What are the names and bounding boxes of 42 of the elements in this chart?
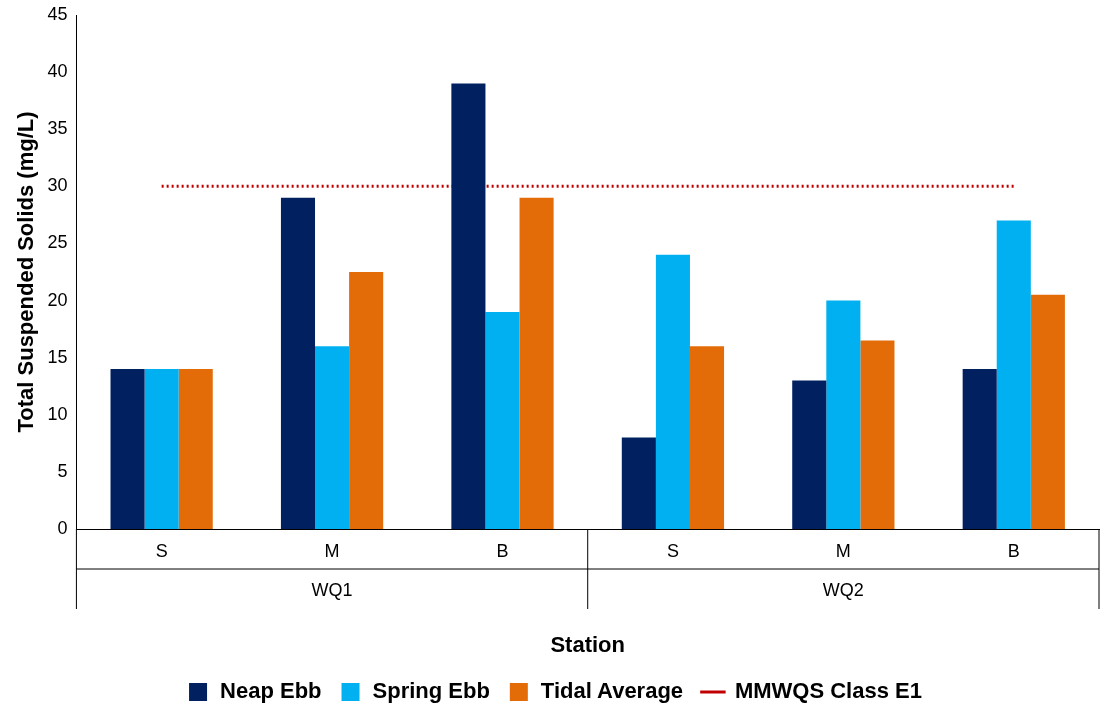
y-tick-label: 25 (47, 232, 68, 253)
bar (519, 197, 554, 529)
text: WQ2 (822, 579, 864, 600)
bar (621, 437, 656, 529)
bar (826, 300, 861, 529)
bar (655, 254, 690, 529)
x-tick-label: S (155, 540, 168, 561)
y-tick-label: 10 (47, 403, 68, 424)
bar (860, 340, 895, 529)
bar (962, 369, 997, 529)
bar (280, 197, 316, 529)
y-tick-label: 5 (57, 460, 68, 481)
bar (1030, 294, 1065, 529)
legend-label: Tidal Average (540, 678, 684, 704)
bar (315, 346, 350, 529)
bar (689, 346, 725, 529)
y-tick-label: 20 (47, 289, 68, 310)
legend-label: MMWQS Class E1 (734, 678, 922, 704)
x-tick-label: S (666, 540, 679, 561)
legend-label: Spring Ebb (372, 678, 490, 704)
x-axis-title: Station (550, 631, 625, 657)
bar (485, 311, 520, 529)
text: WQ1 (311, 579, 353, 600)
bar (996, 220, 1031, 529)
y-tick-label: 15 (47, 346, 68, 367)
y-axis-title: Total Suspended Solids (mg/L) (13, 111, 39, 433)
bar (144, 369, 179, 529)
bar (349, 272, 384, 529)
y-tick-label: 35 (47, 118, 68, 139)
bar (110, 369, 145, 529)
x-tick-label: M (835, 540, 851, 561)
y-tick-label: 40 (47, 61, 68, 82)
bar (178, 369, 213, 529)
x-tick-label: B (496, 540, 509, 561)
bar (792, 380, 827, 529)
legend-label: Neap Ebb (220, 678, 322, 704)
y-tick-label: 45 (47, 3, 68, 24)
x-tick-label: B (1007, 540, 1020, 561)
x-tick-label: M (324, 540, 340, 561)
y-tick-label: 30 (47, 175, 68, 196)
y-tick-label: 0 (57, 517, 68, 538)
bar (451, 83, 486, 529)
